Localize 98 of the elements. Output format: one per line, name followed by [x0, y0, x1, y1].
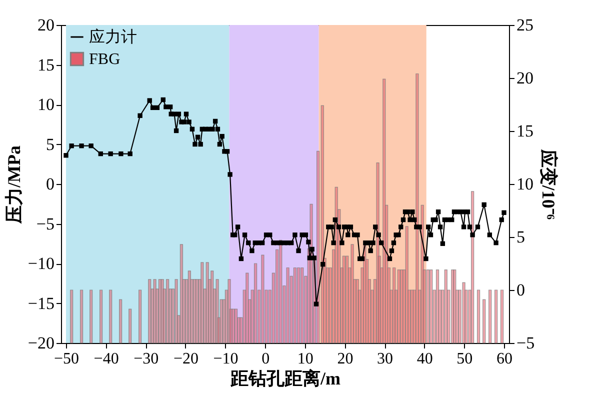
bar — [200, 262, 204, 344]
bar — [250, 290, 254, 344]
bar — [70, 290, 74, 344]
y2-tick-label: 25 — [516, 16, 534, 34]
bar — [418, 290, 422, 344]
bar — [300, 267, 304, 344]
bar — [430, 270, 433, 344]
bar — [441, 290, 444, 344]
bar — [402, 270, 406, 344]
bar — [80, 290, 84, 344]
x-tick-label: 30 — [377, 350, 394, 368]
y-tick-label: 0 — [46, 174, 54, 194]
x-tick-label: −50 — [54, 350, 80, 368]
y-tick-label: 20 — [38, 16, 54, 34]
bar — [422, 270, 426, 344]
bar — [293, 267, 297, 344]
bar — [304, 276, 308, 344]
bar — [248, 299, 252, 344]
bar — [370, 290, 374, 344]
bar — [408, 290, 411, 344]
bar — [282, 285, 286, 344]
x-tick-label: 10 — [297, 350, 314, 368]
bar — [268, 290, 272, 344]
y-tick-label: 5 — [46, 134, 54, 154]
x-tick-label: 20 — [337, 350, 354, 368]
y2-tick-label: −5 — [516, 334, 535, 352]
bar — [494, 290, 498, 344]
bar — [275, 249, 279, 344]
y2-axis-title: 应变/10⁻⁶ — [538, 148, 559, 220]
bar — [172, 288, 175, 344]
x-tick-label: 60 — [496, 350, 512, 368]
bar — [90, 290, 93, 344]
bar — [488, 290, 492, 344]
legend-label: 应力计 — [89, 28, 137, 46]
y-axis-title: 压力/MPa — [4, 146, 24, 224]
bar — [177, 315, 180, 344]
y-tick-label: 15 — [38, 55, 54, 74]
bar — [258, 290, 261, 344]
x-tick-label: −10 — [213, 350, 238, 368]
bar — [296, 267, 300, 344]
bar — [240, 317, 243, 344]
bar — [458, 290, 462, 344]
bar — [500, 290, 504, 344]
bar — [185, 279, 188, 344]
y-tick-label: −20 — [28, 334, 54, 352]
bar — [332, 249, 336, 344]
bar — [394, 290, 398, 344]
bar — [338, 209, 341, 344]
bar — [109, 290, 112, 344]
bar — [216, 279, 219, 344]
bar — [119, 299, 122, 344]
bar — [162, 288, 166, 344]
x-tick-label: −40 — [94, 350, 119, 368]
bar — [232, 308, 235, 344]
x-tick-label: −30 — [134, 350, 159, 368]
x-tick-label: −20 — [173, 350, 198, 368]
y-tick-label: −5 — [36, 214, 54, 234]
bar — [264, 290, 268, 344]
bar — [138, 290, 142, 344]
bar — [326, 267, 330, 344]
bar — [261, 254, 264, 344]
bar — [342, 256, 346, 344]
bar — [174, 279, 178, 344]
bar — [290, 276, 293, 344]
x-tick-label: 0 — [262, 350, 270, 368]
y2-tick-label: 0 — [516, 280, 525, 300]
bar — [220, 299, 223, 344]
bar — [279, 240, 282, 344]
legend-label: FBG — [89, 51, 121, 68]
bar — [447, 290, 450, 344]
y2-tick-label: 20 — [516, 68, 534, 88]
bar — [390, 290, 393, 344]
y-tick-label: −10 — [28, 254, 54, 273]
bar — [148, 279, 152, 344]
y-tick-label: −15 — [28, 294, 54, 313]
bar — [353, 279, 356, 344]
bar — [482, 299, 486, 344]
bar — [254, 263, 258, 344]
bar — [286, 267, 290, 344]
x-tick-label: 50 — [456, 350, 473, 368]
bar — [426, 270, 430, 344]
bar — [350, 244, 354, 344]
bar — [464, 290, 468, 344]
bar — [168, 288, 172, 344]
bar — [156, 288, 159, 344]
y-tick-label: 10 — [38, 95, 54, 114]
bar — [476, 290, 480, 344]
y2-tick-label: 5 — [516, 228, 525, 246]
bar — [99, 290, 103, 344]
y2-tick-label: 15 — [516, 122, 534, 140]
bar — [272, 272, 276, 344]
x-tick-label: 40 — [416, 350, 433, 368]
bar — [128, 308, 132, 344]
bar — [432, 290, 436, 344]
bar — [328, 267, 332, 344]
x-axis-title: 距钻孔距离/m — [230, 368, 340, 388]
bar — [468, 290, 472, 344]
y2-tick-label: 10 — [516, 174, 534, 194]
